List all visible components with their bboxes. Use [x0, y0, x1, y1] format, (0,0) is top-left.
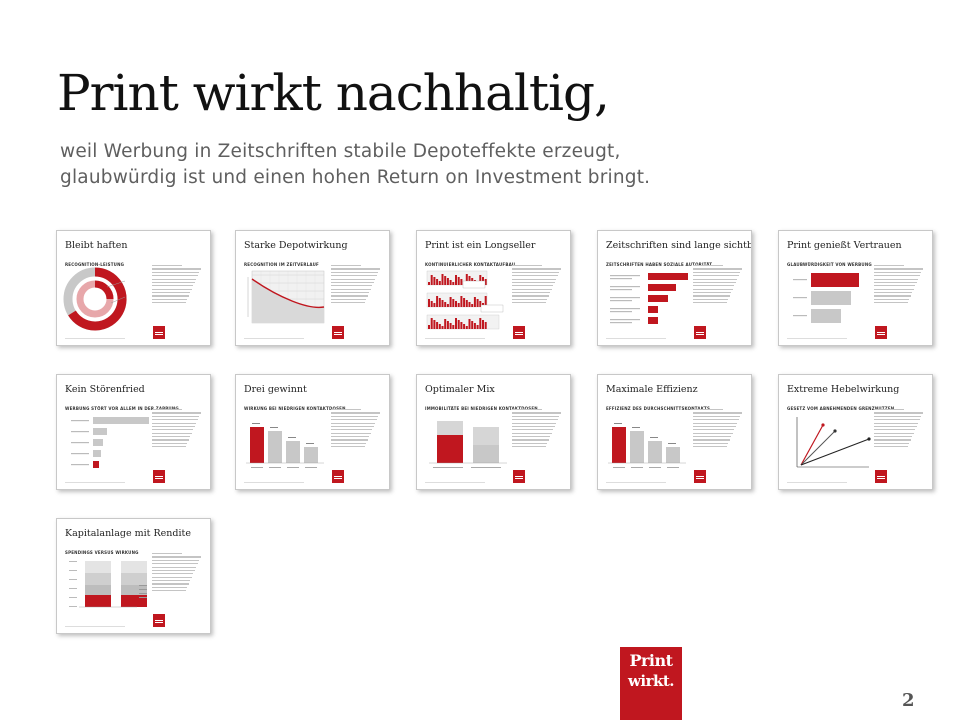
slide-title: Zeitschriften sind lange sichtbar	[606, 240, 752, 251]
print-wirkt-logo: Print wirkt.	[620, 647, 682, 720]
slide-subtitle: WERBUNG STÖRT VOR ALLEM IN DER ZAPPUNG	[65, 406, 179, 411]
slide-text-column	[874, 409, 924, 450]
slide-visual	[63, 411, 163, 477]
slide-chart-graphic	[429, 421, 507, 468]
slide-footnote	[787, 482, 847, 483]
slide-visual	[63, 555, 149, 621]
slide-title: Drei gewinnt	[244, 384, 307, 395]
slide-title: Print ist ein Longseller	[425, 240, 536, 251]
slide-chart-graphic	[796, 417, 871, 468]
slide-visual	[785, 411, 871, 477]
slide-chart-graphic	[246, 423, 324, 468]
slide-logo-badge	[694, 326, 706, 339]
slide-thumbnail[interactable]: Starke Depotwirkung RECOGNITION IM ZEITVE…	[235, 230, 390, 346]
slide-chart-graphic	[247, 270, 325, 324]
slide-thumbnail[interactable]: Zeitschriften sind lange sichtbar ZEITSCH…	[597, 230, 752, 346]
slide-text-column	[152, 409, 202, 450]
slide-visual	[242, 267, 328, 333]
slide-title: Kein Störenfried	[65, 384, 145, 395]
slide-footnote	[787, 338, 847, 339]
slide-footnote	[606, 338, 666, 339]
slide-chart-graphic	[63, 267, 127, 331]
slide-subtitle: GESETZ VOM ABNEHMENDEN GRENZNUTZEN	[787, 406, 895, 411]
slide-subtitle: ZEITSCHRIFTEN HABEN SOZIALE AUTORITÄT	[606, 262, 713, 267]
slide-thumbnail[interactable]: Drei gewinnt WIRKUNG BEI NIEDRIGEN KONTAK…	[235, 374, 390, 490]
slide-text-column	[874, 265, 924, 306]
slide-logo-badge	[875, 326, 887, 339]
slide-title: Maximale Effizienz	[606, 384, 698, 395]
slide-footnote	[65, 338, 125, 339]
slide-thumbnail[interactable]: Print genießt Vertrauen GLAUBWÜRDIGKEIT V…	[778, 230, 933, 346]
slide-logo-badge	[694, 470, 706, 483]
slide-subtitle: IMMOBILITÄTE BEI NIEDRIGEN KONTAKTDOSEN	[425, 406, 538, 411]
slide-subtitle: SPENDINGS VERSUS WIRKUNG	[65, 550, 139, 555]
slide-visual	[604, 267, 690, 333]
slide-thumbnail[interactable]: Print ist ein Longseller KONTINUIERLICHER…	[416, 230, 571, 346]
slide-footnote	[244, 482, 304, 483]
slide-footnote	[65, 482, 125, 483]
slide-text-column	[693, 265, 743, 306]
slide-thumbnail[interactable]: Extreme Hebelwirkung GESETZ VOM ABNEHMEND…	[778, 374, 933, 490]
logo-line-1: Print	[629, 651, 673, 670]
slide-logo-badge	[153, 326, 165, 339]
slide-thumbnail[interactable]: Bleibt haften RECOGNITION-LEISTUNG	[56, 230, 211, 346]
slide-text-column	[152, 553, 202, 594]
slide-visual	[63, 267, 149, 333]
slide-text-column	[512, 265, 562, 306]
slide-visual	[423, 411, 509, 477]
slide-chart-graphic	[608, 423, 686, 468]
logo-line-2: wirkt.	[627, 672, 675, 690]
slide-title: Optimaler Mix	[425, 384, 495, 395]
slide-footnote	[425, 482, 485, 483]
slide-subtitle: GLAUBWÜRDIGKEIT VON WERBUNG	[787, 262, 872, 267]
slide-visual	[423, 267, 509, 333]
slide-footnote	[65, 626, 125, 627]
slide-chart-graphic	[793, 273, 859, 323]
slide-chart-graphic	[610, 273, 688, 324]
subtitle-line-2: glaubwürdig ist und einen hohen Return o…	[60, 167, 651, 188]
slide-title: Print genießt Vertrauen	[787, 240, 902, 251]
slide-visual	[604, 411, 690, 477]
slide-title: Starke Depotwirkung	[244, 240, 348, 251]
slide-footnote	[606, 482, 666, 483]
slide-thumbnail[interactable]: Kein Störenfried WERBUNG STÖRT VOR ALLEM …	[56, 374, 211, 490]
slide-chart-graphic	[71, 417, 163, 468]
slide-text-column	[512, 409, 562, 450]
slide-logo-badge	[153, 470, 165, 483]
slide-subtitle: WIRKUNG BEI NIEDRIGEN KONTAKTDOSEN	[244, 406, 346, 411]
page-number: 2	[902, 690, 915, 711]
slide-text-column	[331, 409, 381, 450]
slide-logo-badge	[513, 470, 525, 483]
slide-text-column	[693, 409, 743, 450]
slide-text-column	[331, 265, 381, 306]
slide-text-column	[152, 265, 202, 306]
slide-logo-badge	[332, 470, 344, 483]
slide-thumbnail[interactable]: Maximale Effizienz EFFIZIENZ DES DURCHSCH…	[597, 374, 752, 490]
slide-subtitle: EFFIZIENZ DES DURCHSCHNITTSKONTAKTS	[606, 406, 711, 411]
slide-logo-badge	[513, 326, 525, 339]
slide-logo-badge	[875, 470, 887, 483]
slide-logo-badge	[153, 614, 165, 627]
slide-title: Kapitalanlage mit Rendite	[65, 528, 191, 539]
slide-subtitle: RECOGNITION-LEISTUNG	[65, 262, 125, 267]
slide-footnote	[244, 338, 304, 339]
slide-thumbnail[interactable]: Kapitalanlage mit Rendite SPENDINGS VERSU…	[56, 518, 211, 634]
slide-logo-badge	[332, 326, 344, 339]
slide-title: Extreme Hebelwirkung	[787, 384, 900, 395]
page-title: Print wirkt nachhaltig,	[57, 64, 610, 122]
slide-subtitle: RECOGNITION IM ZEITVERLAUF	[244, 262, 319, 267]
slide-visual	[785, 267, 871, 333]
slide-visual	[242, 411, 328, 477]
slide-subtitle: KONTINUIERLICHER KONTAKTAUFBAU	[425, 262, 516, 267]
subtitle-line-1: weil Werbung in Zeitschriften stabile De…	[60, 141, 621, 162]
slide-thumbnail[interactable]: Optimaler Mix IMMOBILITÄTE BEI NIEDRIGEN …	[416, 374, 571, 490]
slide-chart-graphic	[69, 561, 147, 608]
page-subtitle: weil Werbung in Zeitschriften stabile De…	[60, 139, 760, 191]
slide-chart-graphic	[426, 270, 504, 330]
slide-title: Bleibt haften	[65, 240, 128, 251]
slide-footnote	[425, 338, 485, 339]
